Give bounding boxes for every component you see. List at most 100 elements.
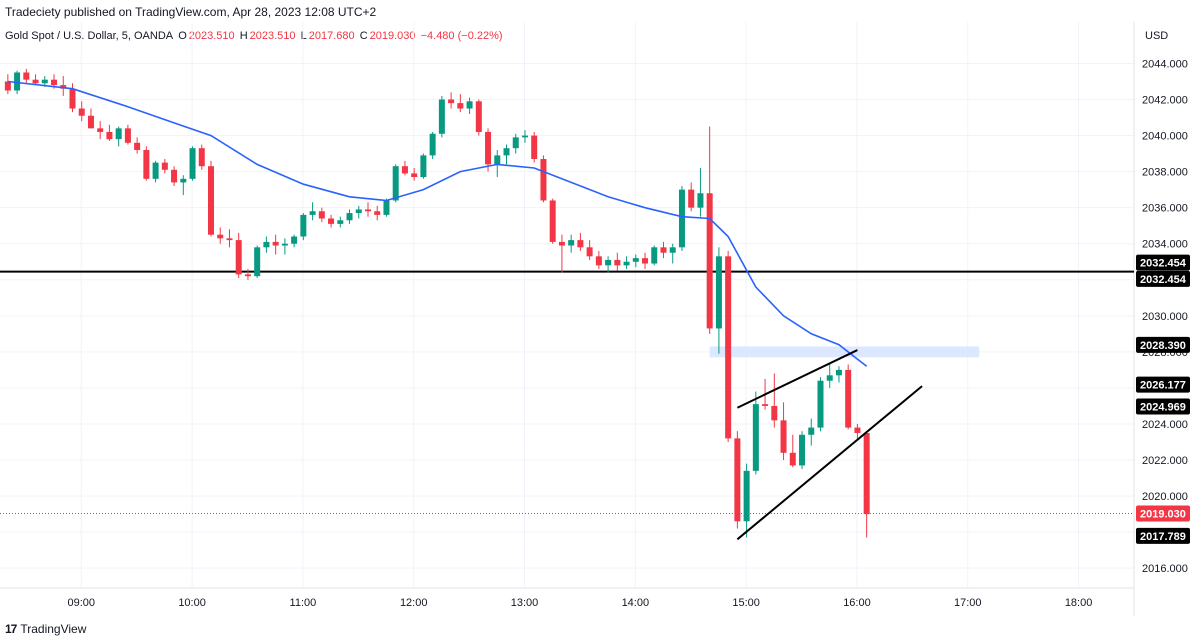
candle-body [854, 427, 861, 433]
candle-body [512, 137, 519, 149]
candle-body [558, 241, 565, 246]
candle [420, 153, 427, 179]
candle [494, 149, 501, 178]
candle [328, 214, 335, 228]
candle [281, 238, 288, 255]
candle [4, 74, 11, 95]
candle [780, 402, 787, 461]
candle [318, 207, 325, 223]
candle [466, 97, 473, 114]
candle-body [291, 236, 298, 244]
candle-body [826, 375, 833, 381]
candle [845, 364, 852, 430]
close-value: 2019.030 [369, 30, 416, 42]
price-tag-bg [1136, 398, 1190, 415]
trend-line [736, 349, 858, 409]
candle [512, 133, 519, 154]
price-tick-label: 2042.000 [1142, 95, 1188, 107]
candle-body [715, 256, 722, 329]
candle-body [300, 214, 307, 237]
candle [374, 205, 381, 221]
candle [826, 362, 833, 388]
price-tick-label: 2022.000 [1142, 455, 1188, 467]
candle-body [466, 101, 473, 109]
price-tags-layer: 2032.454 2032.454 2028.390 2026.177 2024.969… [1136, 254, 1190, 544]
candle [217, 227, 224, 244]
candle-body [235, 240, 242, 275]
candle [503, 144, 510, 165]
candle [235, 232, 242, 278]
candle-body [678, 189, 685, 248]
price-tag: 2032.454 [1136, 254, 1190, 271]
candles-layer [4, 68, 870, 538]
time-tick-label: 10:00 [178, 597, 206, 609]
candle [171, 166, 178, 187]
candle [752, 391, 759, 475]
candle [429, 131, 436, 159]
publish-header: Tradeciety published on TradingView.com,… [0, 0, 1200, 24]
candle [835, 366, 842, 383]
candle-body [355, 209, 362, 214]
candle [143, 146, 150, 181]
candle [651, 245, 658, 266]
candle [549, 198, 556, 244]
price-tag-label: 2024.969 [1140, 401, 1186, 413]
candle [300, 213, 307, 241]
candle [401, 160, 408, 176]
candle [863, 432, 870, 538]
candle-body [337, 220, 344, 224]
candle-body [392, 166, 399, 201]
candle [152, 160, 159, 183]
price-tick-label: 2040.000 [1142, 131, 1188, 143]
candle [198, 144, 205, 170]
candle-body [420, 155, 427, 178]
time-axis: 09:00 10:00 11:00 12:00 13:00 14:00 15:00 16:00… [67, 597, 1092, 609]
candle-body [475, 101, 482, 132]
price-tag: 2024.969 [1136, 398, 1190, 415]
candle [226, 229, 233, 248]
price-tag-label: 2026.177 [1140, 380, 1186, 392]
moving-average-line [7, 80, 868, 367]
candle-body [789, 452, 796, 466]
time-tick-label: 15:00 [732, 597, 760, 609]
candle-body [263, 241, 270, 248]
candle [697, 168, 704, 217]
price-tick-label: 2036.000 [1142, 203, 1188, 215]
candle-body [69, 88, 76, 109]
candle-body [41, 79, 48, 84]
open-value: 2023.510 [188, 30, 235, 42]
candle-body [383, 200, 390, 215]
candle-body [374, 211, 381, 215]
candle [364, 202, 371, 217]
candle-body [531, 135, 538, 159]
candle-body [632, 258, 639, 262]
footer-branding[interactable]: 17 TradingView [5, 622, 86, 636]
candle-body [226, 238, 233, 241]
candle-body [549, 200, 556, 242]
candle [411, 168, 418, 181]
candle-body [457, 103, 464, 109]
tradingview-logo-text: TradingView [20, 622, 87, 636]
candle-body [845, 369, 852, 428]
candle-body [669, 247, 676, 253]
candle [355, 205, 362, 219]
candle-body [752, 404, 759, 471]
candle-body [808, 427, 815, 435]
candle [789, 434, 796, 468]
candle [438, 95, 445, 138]
symbol-legend[interactable]: Gold Spot / U.S. Dollar, 5, OANDA O 2023.… [5, 30, 505, 42]
candle [706, 126, 713, 334]
candle [124, 124, 131, 145]
candle-body [51, 79, 58, 86]
candle-body [328, 218, 335, 224]
price-tick-label: 2034.000 [1142, 239, 1188, 251]
symbol-name[interactable]: Gold Spot / U.S. Dollar, 5, OANDA [5, 30, 174, 42]
price-tag-bg [1136, 527, 1190, 544]
candle [623, 256, 630, 269]
high-value: 2023.510 [249, 30, 296, 42]
price-tag: 2026.177 [1136, 376, 1190, 393]
price-tag-label: 2019.030 [1140, 509, 1186, 521]
candle-body [152, 162, 159, 179]
candle-body [762, 404, 769, 406]
